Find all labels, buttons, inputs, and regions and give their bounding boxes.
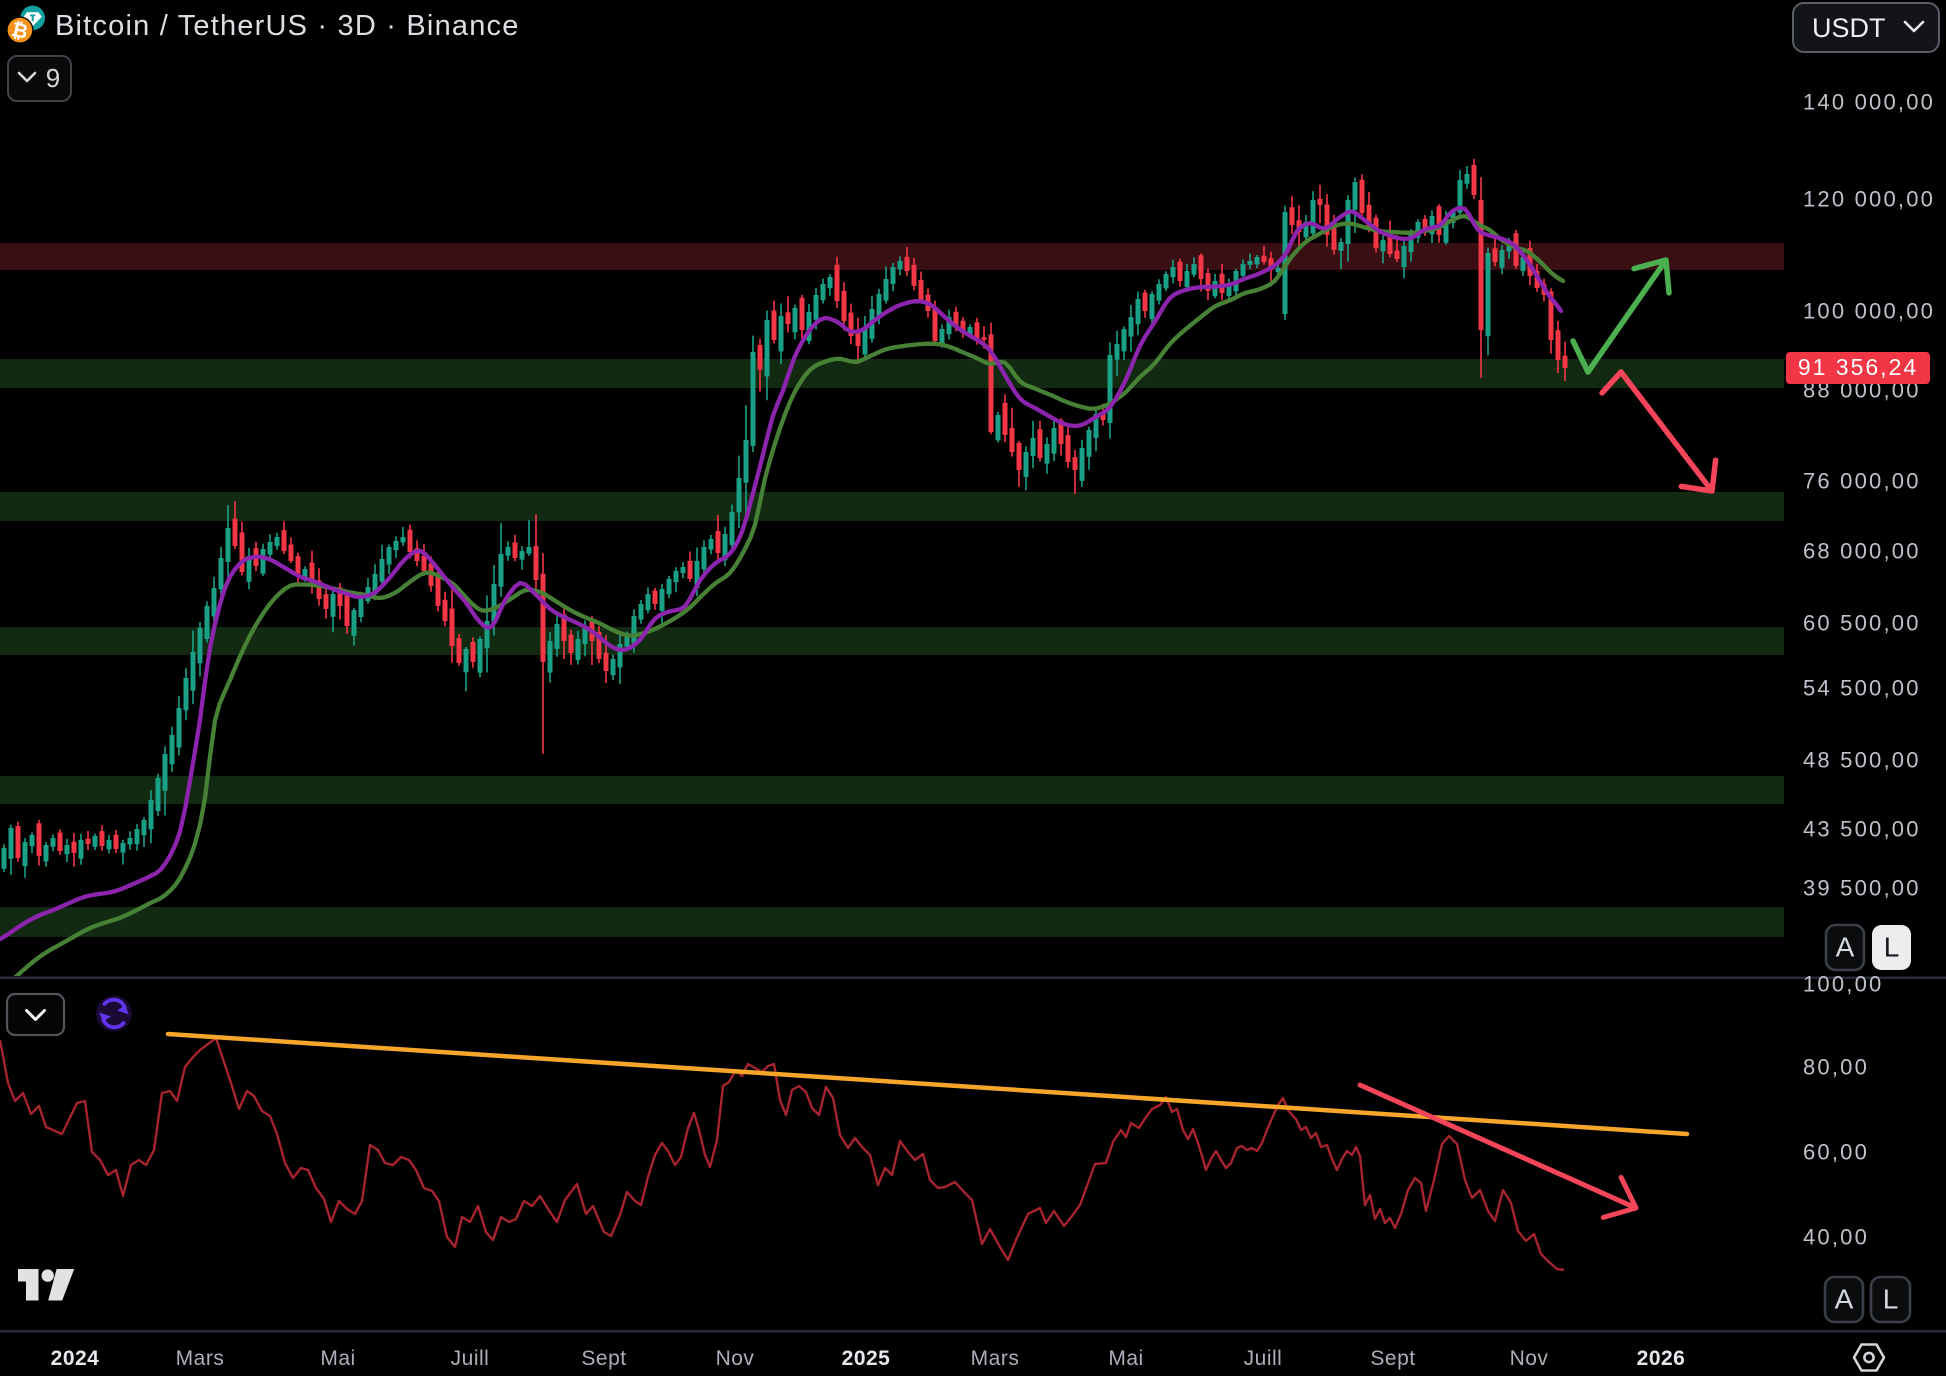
svg-text:Nov: Nov: [716, 1347, 755, 1370]
svg-text:Juill: Juill: [451, 1347, 490, 1370]
svg-text:₿: ₿: [9, 19, 30, 44]
svg-text:L: L: [1884, 932, 1900, 963]
svg-text:100,00: 100,00: [1803, 972, 1884, 997]
svg-text:68 000,00: 68 000,00: [1803, 539, 1921, 564]
svg-text:39 500,00: 39 500,00: [1803, 876, 1921, 901]
svg-text:A: A: [1835, 1284, 1854, 1315]
svg-text:60 500,00: 60 500,00: [1803, 611, 1921, 636]
svg-text:Mai: Mai: [1108, 1347, 1143, 1370]
svg-text:Mai: Mai: [320, 1347, 355, 1370]
svg-text:9: 9: [46, 63, 60, 93]
svg-text:100 000,00: 100 000,00: [1803, 299, 1935, 324]
svg-text:Sept: Sept: [1370, 1347, 1415, 1370]
svg-text:91 356,24: 91 356,24: [1798, 354, 1918, 380]
svg-text:Bitcoin / TetherUS · 3D · Bina: Bitcoin / TetherUS · 3D · Binance: [55, 10, 520, 42]
svg-text:2025: 2025: [842, 1347, 891, 1370]
svg-text:76 000,00: 76 000,00: [1803, 469, 1921, 494]
svg-text:48 500,00: 48 500,00: [1803, 748, 1921, 773]
svg-text:140 000,00: 140 000,00: [1803, 90, 1935, 115]
svg-text:Nov: Nov: [1510, 1347, 1549, 1370]
svg-text:40,00: 40,00: [1803, 1225, 1869, 1250]
svg-text:54 500,00: 54 500,00: [1803, 676, 1921, 701]
svg-text:120 000,00: 120 000,00: [1803, 187, 1935, 212]
svg-text:2026: 2026: [1637, 1347, 1686, 1370]
svg-text:Juill: Juill: [1244, 1347, 1283, 1370]
svg-text:Mars: Mars: [971, 1347, 1020, 1370]
svg-text:A: A: [1836, 932, 1855, 963]
svg-text:Mars: Mars: [176, 1347, 225, 1370]
svg-text:43 500,00: 43 500,00: [1803, 817, 1921, 842]
svg-text:Sept: Sept: [581, 1347, 626, 1370]
svg-text:USDT: USDT: [1812, 13, 1886, 43]
svg-text:80,00: 80,00: [1803, 1055, 1869, 1080]
svg-text:60,00: 60,00: [1803, 1140, 1869, 1165]
svg-text:L: L: [1883, 1284, 1899, 1315]
svg-text:2024: 2024: [51, 1347, 100, 1370]
